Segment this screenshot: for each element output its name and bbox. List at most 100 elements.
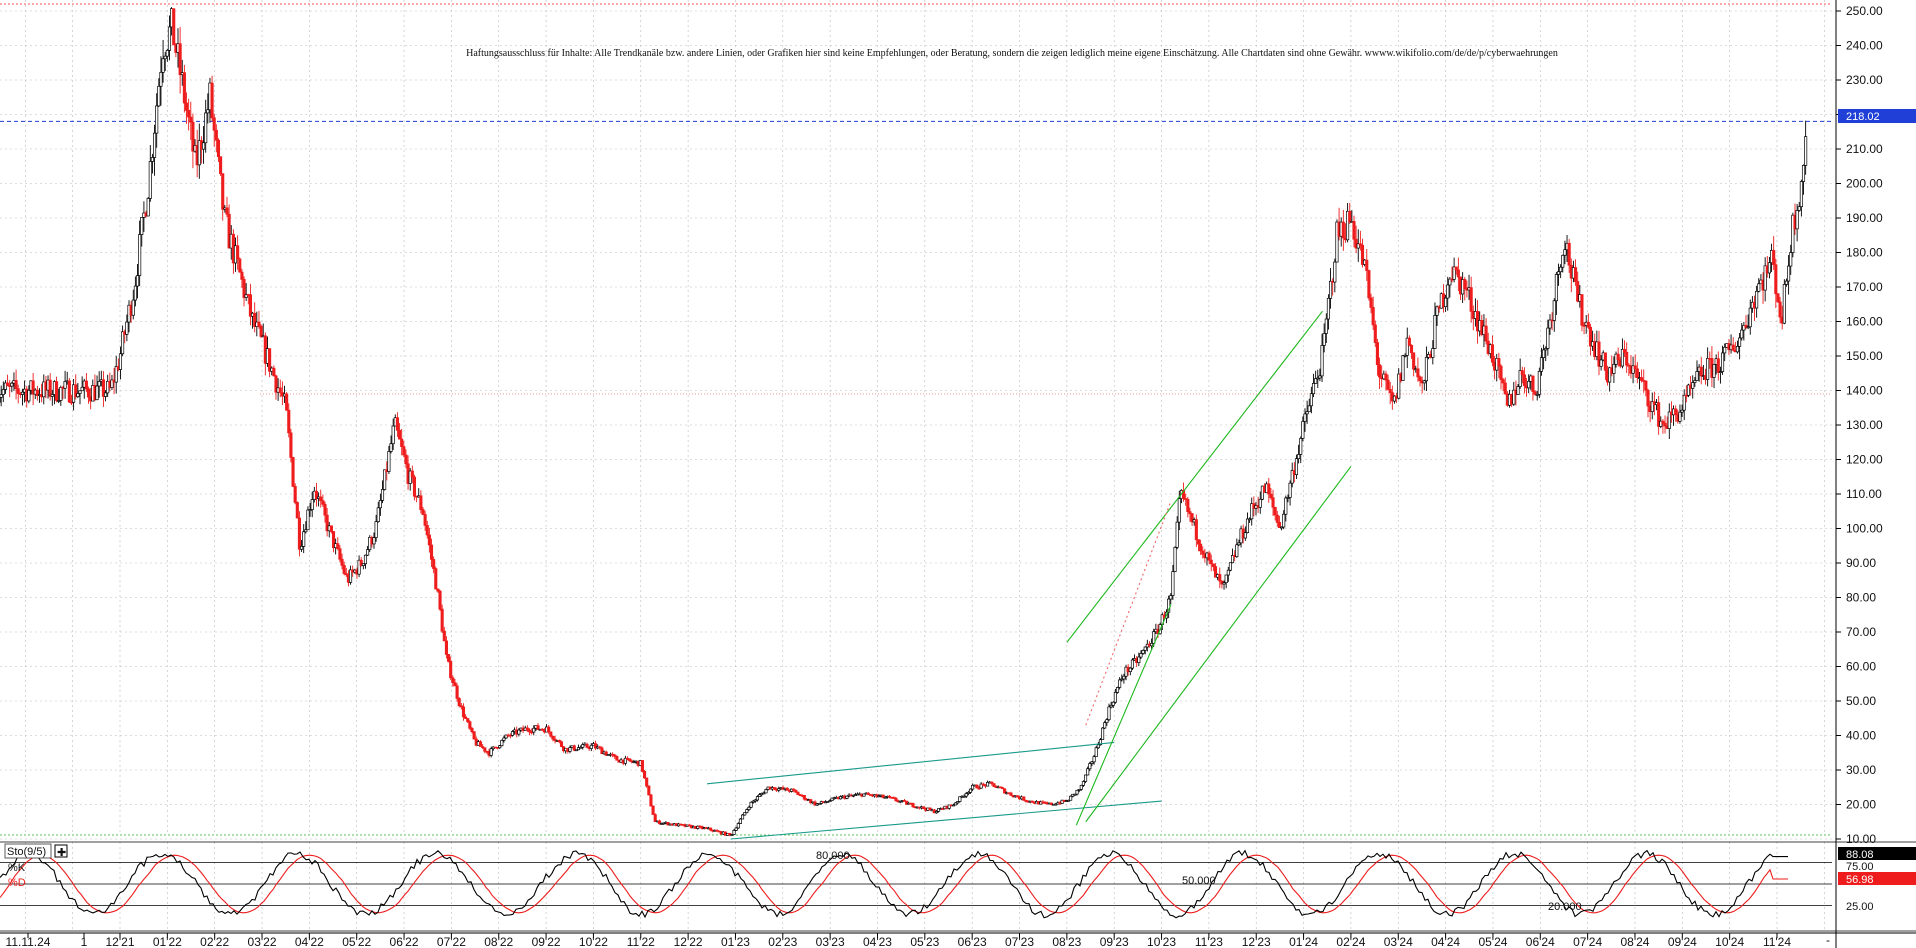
candle-body: [1454, 266, 1458, 271]
candle-body: [1269, 493, 1273, 499]
candle-body: [1401, 355, 1405, 381]
candle-body: [937, 808, 941, 812]
green-channel-upper: [1066, 310, 1323, 643]
y-tick-label: 230.00: [1846, 73, 1883, 87]
candle-body: [647, 785, 651, 796]
x-tick-label: 02'23: [768, 935, 797, 948]
candle-body: [1098, 739, 1103, 746]
candle-body: [110, 379, 114, 388]
candle-body: [146, 198, 150, 217]
candle-body: [1054, 803, 1058, 806]
candle-body: [1115, 687, 1120, 693]
candle-body: [391, 425, 395, 445]
candle-body: [1069, 795, 1073, 801]
candle-body: [1280, 526, 1284, 529]
stoch-d-badge: [1838, 872, 1916, 885]
candle-body: [206, 109, 210, 114]
x-tick-label: 01'22: [153, 935, 182, 948]
x-tick-label: 08'23: [1052, 935, 1081, 948]
stoch-tick-75: 75.00: [1846, 861, 1874, 873]
candle-body: [1273, 506, 1277, 516]
y-tick-label: 20.00: [1846, 798, 1876, 812]
candle-body: [581, 744, 585, 748]
stoch-expand-button[interactable]: [54, 844, 68, 858]
candle-body: [432, 559, 436, 569]
candle-body: [1539, 357, 1544, 372]
candle-body: [219, 156, 223, 175]
x-tick-label: 02'24: [1336, 935, 1365, 948]
candle-body: [421, 509, 425, 515]
candle-body: [361, 563, 365, 566]
candle-body: [104, 392, 108, 397]
candle-body: [792, 788, 796, 791]
candle-body: [1333, 261, 1337, 283]
candle-body: [1418, 376, 1422, 382]
x-tick-label: 10'23: [1147, 935, 1176, 948]
candle-body: [1030, 800, 1034, 803]
candle-body: [212, 117, 216, 131]
candle-body: [1107, 706, 1111, 721]
candle-body: [888, 795, 892, 798]
candle-body: [1290, 470, 1294, 484]
candle-body: [1723, 346, 1727, 354]
candle-body: [55, 381, 59, 401]
candle-body: [1631, 365, 1635, 374]
candle-body: [728, 832, 732, 836]
candle-body: [331, 531, 336, 549]
candle-body: [1258, 498, 1262, 508]
stoch-k-badge: [1838, 847, 1916, 860]
candle-body: [1207, 552, 1211, 561]
y-tick-label: 40.00: [1846, 729, 1876, 743]
candle-body: [172, 8, 176, 46]
candle-body: [1597, 341, 1601, 367]
candle-body: [438, 590, 442, 610]
candle-body: [1456, 269, 1460, 278]
candle-body: [1544, 348, 1548, 351]
candle-body: [500, 739, 504, 747]
candle-body: [1787, 265, 1791, 282]
candle-body: [1580, 294, 1584, 326]
candle-body: [429, 544, 434, 560]
candle-body: [402, 446, 406, 456]
candle-body: [1196, 539, 1201, 545]
candle-body: [730, 834, 734, 836]
candle-body: [653, 814, 657, 822]
candle-body: [1378, 364, 1382, 378]
candle-body: [1682, 394, 1686, 411]
plus-icon[interactable]: ✚: [57, 847, 66, 859]
candle-body: [478, 741, 483, 747]
candle-body: [866, 792, 870, 795]
candle-body: [845, 795, 849, 799]
candle-body: [189, 116, 193, 123]
candle-body: [191, 121, 195, 152]
candles-layer: [0, 7, 1808, 837]
candle-body: [839, 796, 843, 800]
candle-body: [289, 432, 293, 458]
x-tick-label: 09'24: [1668, 935, 1697, 948]
candle-body: [1286, 497, 1290, 499]
candle-body: [436, 588, 440, 592]
candle-body: [398, 429, 402, 440]
candle-body: [323, 503, 327, 516]
candle-body: [1691, 382, 1695, 389]
candle-body: [238, 258, 242, 273]
candle-body: [20, 391, 25, 395]
candle-body: [598, 746, 602, 749]
candle-body: [14, 380, 18, 390]
candle-body: [78, 390, 82, 394]
x-tick-label: 11.11.24: [6, 935, 51, 948]
candle-body: [594, 743, 598, 749]
candle-body: [35, 389, 39, 396]
x-tick-label: 12'21: [106, 935, 135, 948]
candle-body: [1740, 329, 1744, 339]
candle-body: [1499, 365, 1503, 380]
candle-body: [74, 384, 78, 398]
x-tick-label: 02'22: [200, 935, 229, 948]
candle-body: [182, 72, 186, 104]
x-tick-label: 05'24: [1478, 935, 1507, 948]
candle-body: [510, 731, 515, 736]
candle-body: [308, 509, 312, 511]
candle-body: [425, 525, 429, 536]
candle-body: [1092, 756, 1096, 763]
x-tick-label: 10'24: [1715, 935, 1744, 948]
